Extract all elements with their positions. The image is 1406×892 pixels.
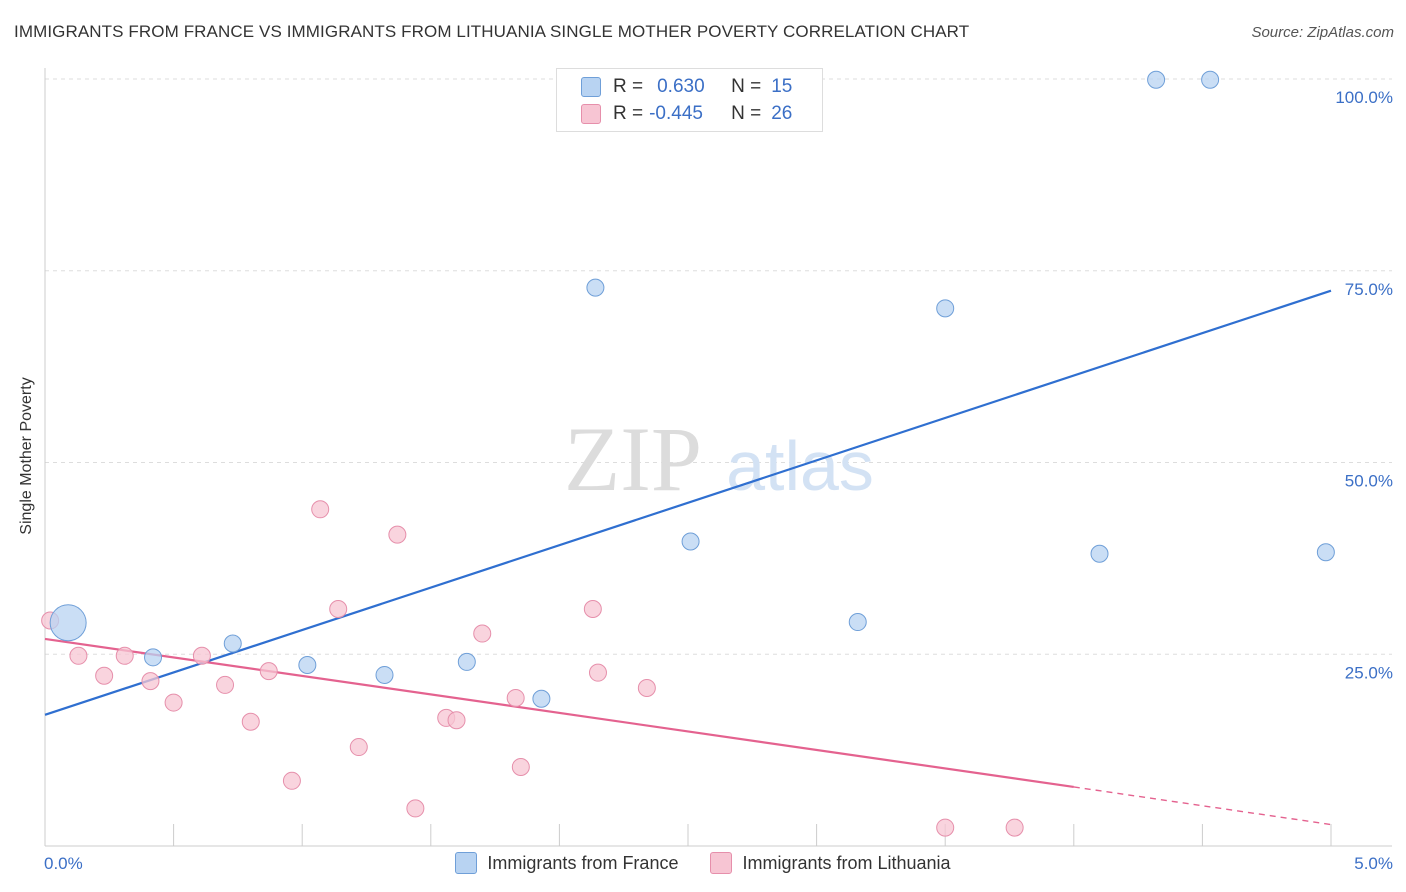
point-lithuania [164,693,183,712]
y-tick-label: 25.0% [1345,663,1393,682]
y-tick-label: 50.0% [1345,472,1393,491]
legend-row-france: R = 0.630 N = 15 [581,76,792,98]
point-lithuania [329,599,348,618]
legend-item-lithuania[interactable]: Immigrants from Lithuania [710,852,951,874]
point-lithuania [69,646,88,665]
y-tick-label: 100.0% [1335,88,1393,107]
x-tick-labels: 0.0% 5.0% [44,854,1393,873]
trend-line-france [44,289,1332,716]
point-france [1090,544,1109,563]
gridlines [45,78,1392,655]
y-tick-label: 75.0% [1345,280,1393,299]
point-france [49,604,87,642]
point-lithuania [349,738,368,757]
legend-n-label: N = [731,76,762,97]
point-france [586,278,605,297]
point-lithuania [1005,818,1024,837]
point-france [1201,70,1220,89]
trend-line-lithuania [44,637,1074,789]
legend-label-lithuania: Immigrants from Lithuania [742,852,951,873]
point-france [144,648,163,667]
point-france [936,299,955,318]
y-tick-labels: 25.0% 50.0% 75.0% 100.0% [1335,88,1393,682]
point-france [298,655,317,674]
data-points [41,70,1335,837]
legend-r-value: -0.445 [649,103,703,124]
point-lithuania [388,525,407,544]
correlation-legend: R = 0.630 N = 15 R = -0.445 N = 26 [556,68,823,132]
point-france [1147,70,1166,89]
point-lithuania [241,712,260,731]
legend-swatch-france [581,77,601,97]
point-lithuania [583,599,602,618]
point-lithuania [447,711,466,730]
point-lithuania [406,799,425,818]
chart-title: IMMIGRANTS FROM FRANCE VS IMMIGRANTS FRO… [14,22,970,41]
legend-swatch-france [455,852,478,874]
legend-swatch-lithuania [581,104,601,124]
point-france [681,532,700,551]
watermark-zip: ZIP [564,408,702,510]
point-lithuania [637,678,656,697]
legend-row-lithuania: R = -0.445 N = 26 [581,103,792,125]
legend-swatch-lithuania [710,852,733,874]
legend-n-label: N = [731,103,762,124]
point-lithuania [588,663,607,682]
point-france [848,613,867,632]
point-lithuania [506,688,525,707]
point-lithuania [115,646,134,665]
x-tick-label: 0.0% [44,854,83,873]
point-lithuania [473,624,492,643]
point-lithuania [141,672,160,691]
point-france [532,689,551,708]
point-france [457,652,476,671]
point-lithuania [192,646,211,665]
point-france [223,634,242,653]
point-lithuania [259,662,278,681]
legend-label-france: Immigrants from France [487,852,679,873]
point-france [1316,543,1335,562]
axes [44,68,1392,847]
point-lithuania [95,666,114,685]
point-lithuania [311,500,330,519]
point-lithuania [216,675,235,694]
legend-r-label: R = [613,103,644,124]
legend-n-value: 26 [771,103,793,124]
x-tick-label: 5.0% [1354,854,1393,873]
point-lithuania [936,818,955,837]
series-legend: Immigrants from France Immigrants from L… [0,852,1406,874]
legend-item-france[interactable]: Immigrants from France [455,852,678,874]
point-lithuania [282,771,301,790]
trend-lines [44,289,1332,826]
point-france [375,665,394,684]
legend-r-label: R = [613,76,644,97]
trend-line-lithuania-extension [1073,786,1332,826]
legend-n-value: 15 [771,76,793,97]
point-lithuania [511,757,530,776]
source-credit: Source: ZipAtlas.com [1251,24,1394,41]
legend-r-value: 0.630 [657,76,705,97]
watermark: ZIP atlas [564,408,874,510]
